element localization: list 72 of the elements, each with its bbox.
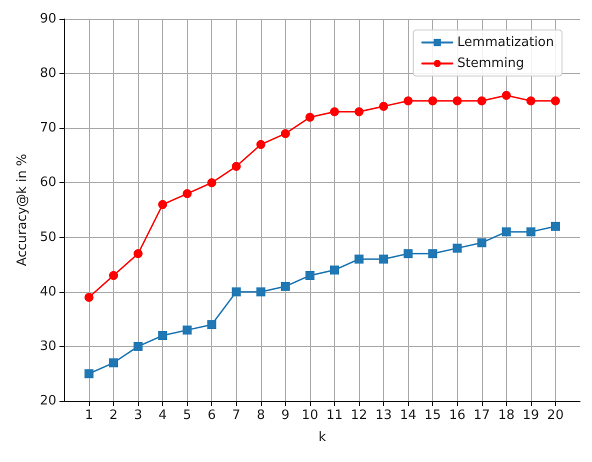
y-tick-label: 60 xyxy=(40,175,56,190)
point xyxy=(477,96,486,106)
point xyxy=(109,358,118,368)
point xyxy=(379,254,388,264)
point xyxy=(182,189,192,198)
point xyxy=(330,107,339,116)
y-tick-label: 90 xyxy=(40,12,56,26)
point xyxy=(134,342,143,351)
point xyxy=(232,287,241,296)
point xyxy=(232,162,241,171)
x-tick-label: 6 xyxy=(208,408,216,423)
x-tick-label: 13 xyxy=(375,408,392,423)
point xyxy=(354,107,364,116)
x-tick-label: 17 xyxy=(474,408,490,423)
legend-label: Lemmatization xyxy=(457,35,554,50)
y-tick-label: 40 xyxy=(40,284,56,300)
x-tick-label: 3 xyxy=(134,408,142,423)
point xyxy=(526,96,536,106)
point xyxy=(158,200,168,210)
y-tick-label: 20 xyxy=(40,394,56,408)
point xyxy=(550,222,560,231)
x-tick-label: 11 xyxy=(326,408,343,423)
x-tick-label: 10 xyxy=(302,408,318,423)
point xyxy=(84,369,94,378)
x-tick-label: 15 xyxy=(424,408,441,423)
y-axis-title: Accuracy@k in % xyxy=(15,154,30,266)
point xyxy=(158,331,168,340)
point xyxy=(109,270,118,280)
point xyxy=(207,320,216,330)
point xyxy=(428,96,438,106)
point xyxy=(330,266,339,275)
x-tick-label: 18 xyxy=(498,408,515,423)
point xyxy=(182,326,192,335)
x-tick-label: 2 xyxy=(109,408,118,423)
x-tick-label: 19 xyxy=(522,408,540,423)
point xyxy=(404,96,413,106)
point xyxy=(280,282,290,291)
y-tick-label: 30 xyxy=(40,338,56,354)
point xyxy=(207,178,216,188)
x-tick-label: 7 xyxy=(232,408,240,423)
point xyxy=(550,96,560,106)
point xyxy=(428,249,438,258)
point xyxy=(84,292,94,302)
x-axis-title: k xyxy=(318,430,326,445)
point xyxy=(256,140,266,150)
x-tick-label: 20 xyxy=(547,408,564,423)
point xyxy=(256,287,266,296)
x-tick-label: 14 xyxy=(400,408,416,423)
x-tick-label: 4 xyxy=(158,408,167,423)
y-tick-label: 50 xyxy=(40,230,56,245)
point xyxy=(452,96,462,106)
point xyxy=(134,249,143,258)
point xyxy=(502,227,511,236)
point xyxy=(477,238,486,248)
y-tick-label: 80 xyxy=(40,66,56,82)
x-tick-label: 12 xyxy=(350,408,368,423)
point xyxy=(305,112,314,122)
legend-label: Stemming xyxy=(457,56,524,71)
y-tick-label: 70 xyxy=(40,120,56,136)
point xyxy=(354,254,364,264)
x-tick-label: 9 xyxy=(281,408,290,423)
point xyxy=(404,249,413,258)
point xyxy=(379,102,388,111)
point xyxy=(305,270,314,280)
x-tick-label: 1 xyxy=(84,408,94,423)
point xyxy=(452,244,462,253)
point xyxy=(502,90,511,100)
point xyxy=(526,227,536,236)
point xyxy=(280,129,290,138)
x-tick-label: 8 xyxy=(256,408,265,423)
x-tick-label: 5 xyxy=(183,408,192,423)
x-tick-label: 16 xyxy=(448,408,466,423)
